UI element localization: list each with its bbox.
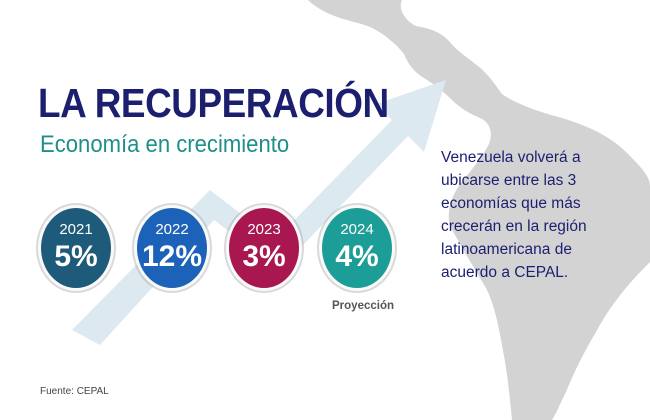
- stat-year: 2022: [155, 221, 189, 238]
- stat-year: 2023: [247, 221, 281, 238]
- stat-value: 12%: [141, 240, 203, 273]
- description-line: economías que más: [441, 195, 581, 212]
- source-note: Fuente: CEPAL: [40, 386, 109, 397]
- stat-circle-2024: 2024 4%: [322, 208, 392, 288]
- stat-circle-2023: 2023 3%: [229, 208, 299, 288]
- description-line: crecerán en la región: [441, 218, 587, 235]
- growth-arrow-shape: [72, 80, 446, 345]
- description-line: acuerdo a CEPAL.: [441, 264, 569, 281]
- stat-value: 3%: [242, 240, 286, 273]
- description-line: ubicarse entre las 3: [441, 172, 577, 189]
- page-title: LA RECUPERACIÓN: [38, 80, 389, 126]
- page-subtitle: Economía en crecimiento: [40, 131, 290, 158]
- stat-circle-2021: 2021 5%: [41, 208, 111, 288]
- projection-note: Proyección: [332, 300, 394, 312]
- stat-value: 4%: [335, 240, 379, 273]
- description-line: Venezuela volverá a: [441, 149, 581, 166]
- stat-year: 2021: [59, 221, 93, 238]
- americas-map-silhouette: [308, 0, 650, 420]
- description-line: latinoamericana de: [441, 241, 572, 258]
- description-paragraph: Venezuela volverá a ubicarse entre las 3…: [441, 146, 631, 284]
- stat-year: 2024: [340, 221, 374, 238]
- stat-circle-2022: 2022 12%: [137, 208, 207, 288]
- stat-value: 5%: [54, 240, 98, 273]
